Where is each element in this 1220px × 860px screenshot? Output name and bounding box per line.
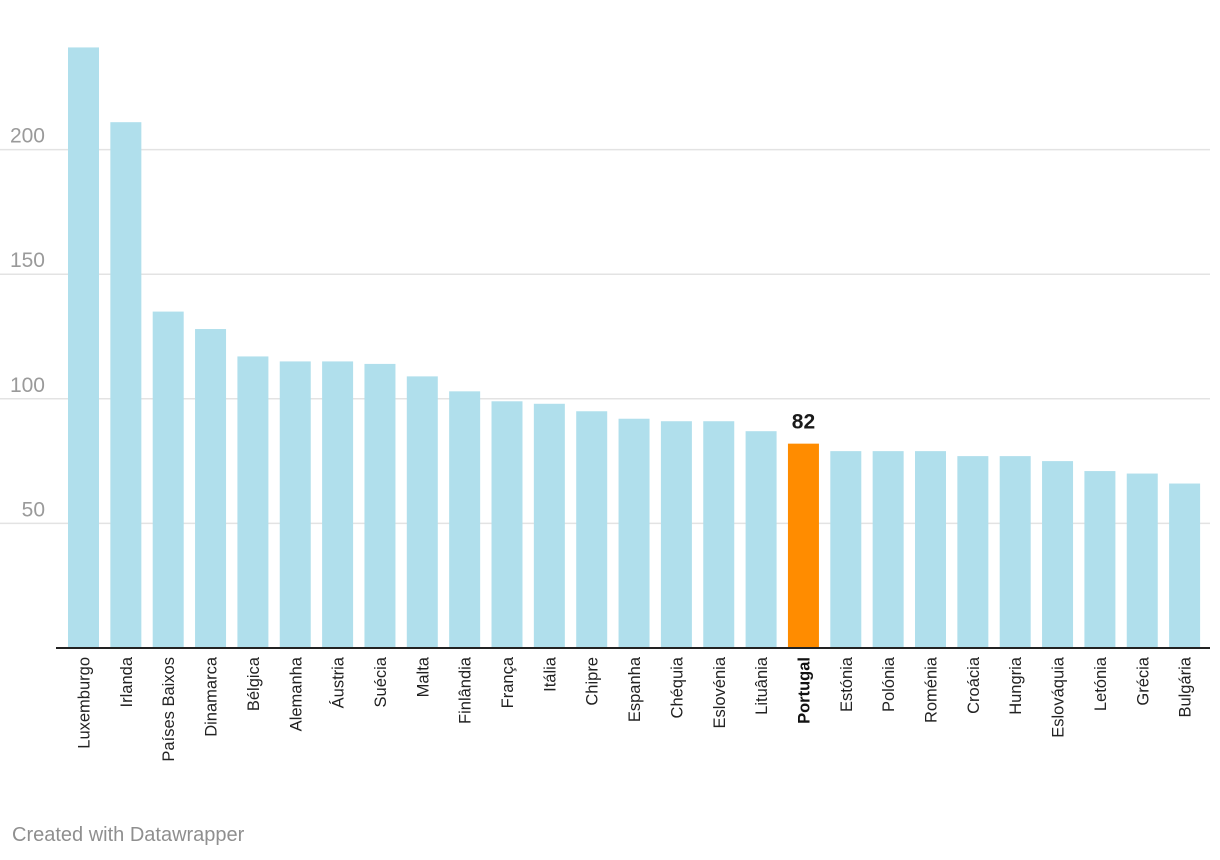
x-tick-label-eslovénia: Eslovénia — [711, 656, 729, 728]
bar-portugal — [787, 443, 819, 648]
x-tick-label-dinamarca: Dinamarca — [203, 656, 221, 737]
x-tick-label-polónia: Polónia — [880, 656, 898, 712]
bar-lituânia — [745, 431, 777, 648]
x-tick-label-espanha: Espanha — [626, 656, 644, 722]
x-tick-label-bélgica: Bélgica — [245, 656, 263, 711]
x-tick-label-eslováquia: Eslováquia — [1050, 656, 1068, 738]
bar-áustria — [322, 361, 354, 648]
y-axis-tick-labels: 50 100 150 200 — [10, 125, 45, 522]
y-tick-label-50: 50 — [22, 498, 45, 521]
bar-polónia — [872, 451, 904, 648]
bar-frança — [491, 401, 523, 648]
bar-eslováquia — [1042, 461, 1074, 648]
x-tick-label-malta: Malta — [414, 656, 432, 697]
bar-hungria — [999, 456, 1031, 648]
bar-chipre — [576, 411, 608, 648]
bar-bulgária — [1169, 483, 1201, 648]
bar-bélgica — [237, 356, 269, 648]
x-tick-label-hungria: Hungria — [1007, 656, 1025, 715]
bar-chéquia — [660, 421, 692, 648]
x-tick-label-áustria: Áustria — [329, 656, 348, 708]
bar-roménia — [915, 451, 946, 648]
bar-malta — [406, 376, 438, 648]
x-tick-label-finlândia: Finlândia — [457, 656, 475, 724]
x-tick-label-frança: França — [499, 656, 517, 708]
x-tick-label-lituânia: Lituânia — [753, 656, 771, 715]
x-tick-label-croácia: Croácia — [965, 656, 983, 714]
bars — [68, 47, 1201, 649]
bar-irlanda — [110, 122, 142, 649]
bar-espanha — [618, 418, 650, 648]
bar-finlândia — [449, 391, 481, 648]
y-tick-label-150: 150 — [10, 249, 45, 272]
bar-luxemburgo — [68, 47, 99, 649]
bar-croácia — [957, 456, 989, 648]
bar-letónia — [1084, 471, 1116, 648]
x-tick-label-grécia: Grécia — [1134, 656, 1152, 705]
x-tick-label-itália: Itália — [541, 656, 559, 692]
x-tick-label-suécia: Suécia — [372, 656, 390, 707]
x-tick-label-roménia: Roménia — [923, 656, 941, 723]
bar-chart: 50 100 150 200 Luxemburgo Irlanda Países Baix… — [0, 47, 1210, 762]
x-tick-label-chéquia: Chéquia — [668, 656, 686, 718]
credit-text: Created with Datawrapper — [12, 824, 245, 846]
bar-dinamarca — [195, 329, 227, 648]
bar-alemanha — [279, 361, 311, 648]
bar-itália — [533, 403, 565, 648]
x-tick-label-luxemburgo: Luxemburgo — [76, 657, 94, 749]
bar-suécia — [364, 363, 396, 648]
x-tick-label-letónia: Letónia — [1092, 656, 1110, 711]
bar-estónia — [830, 451, 862, 648]
x-axis-category-labels: Luxemburgo Irlanda Países Baixos Dinamarca B… — [76, 656, 1195, 761]
y-tick-label-100: 100 — [10, 374, 45, 397]
data-labels: 82 — [792, 411, 815, 434]
bar-países-baixos — [152, 311, 184, 648]
x-tick-label-estónia: Estónia — [838, 656, 856, 712]
y-tick-label-200: 200 — [10, 125, 45, 148]
x-tick-label-bulgária: Bulgária — [1177, 656, 1195, 717]
x-tick-label-irlanda: Irlanda — [118, 656, 136, 707]
bar-grécia — [1126, 473, 1158, 648]
x-tick-label-países-baixos: Países Baixos — [160, 657, 178, 762]
x-tick-label-chipre: Chipre — [584, 657, 602, 706]
x-tick-label-alemanha: Alemanha — [287, 656, 305, 731]
data-label-portugal: 82 — [792, 411, 815, 434]
bar-eslovénia — [703, 421, 735, 648]
x-tick-label-portugal: Portugal — [795, 657, 813, 724]
